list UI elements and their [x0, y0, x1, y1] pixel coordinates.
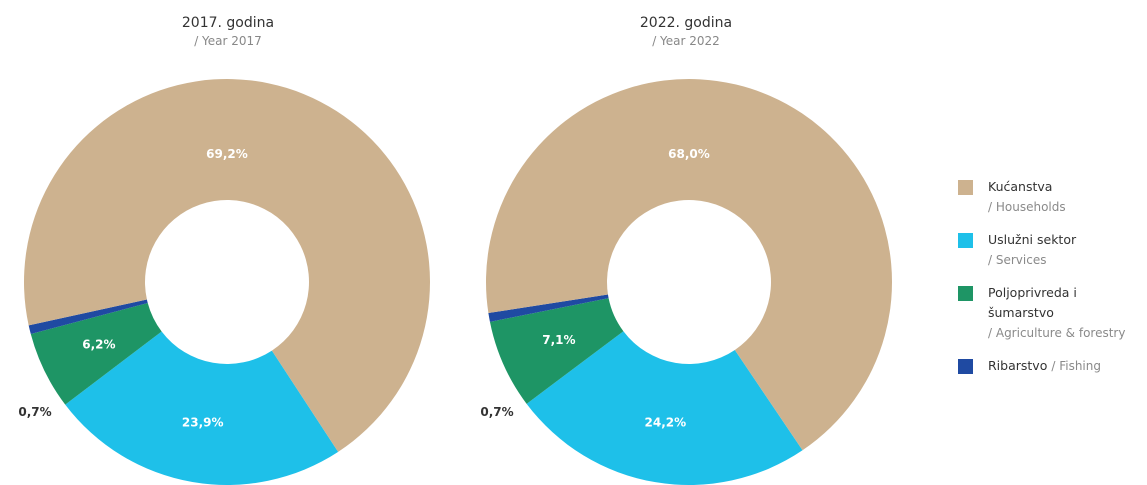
- legend-swatch-fishing: [958, 359, 973, 374]
- slice-services-2017: [65, 331, 339, 485]
- slice-agriculture-2017: [30, 303, 162, 405]
- chart-title-2017-hr: 2017. godina: [181, 15, 275, 31]
- slice-label-agriculture-2017: 6,2%: [82, 337, 115, 351]
- slice-fishing-2017: [28, 299, 148, 334]
- legend-label-fishing: Ribarstvo: [988, 358, 1048, 373]
- legend-swatch-agriculture: [958, 286, 973, 301]
- legend-label-households: Kućanstva: [988, 179, 1053, 194]
- slice-label-services-2022: 24,2%: [645, 416, 687, 430]
- legend-label-services-en: / Services: [988, 253, 1047, 267]
- slice-agriculture-2022: [489, 298, 624, 404]
- slice-label-households-2022: 68,0%: [668, 147, 710, 161]
- legend-item-services: Uslužni sektor / Services: [958, 230, 1143, 270]
- chart-title-2017-en: / Year 2017: [194, 34, 262, 48]
- slice-label-agriculture-2022: 7,1%: [542, 333, 575, 347]
- chart-title-2017: 2017. godina / Year 2017: [108, 14, 348, 50]
- chart-title-2022-en: / Year 2022: [652, 34, 720, 48]
- slice-label-fishing-2017: 0,7%: [18, 405, 51, 419]
- slice-fishing-2022: [488, 294, 609, 322]
- legend-label-households-en: / Households: [988, 200, 1066, 214]
- legend-label-agriculture-en: / Agriculture & forestry: [988, 326, 1126, 340]
- legend-swatch-households: [958, 180, 973, 195]
- slice-label-fishing-2022: 0,7%: [480, 405, 513, 419]
- slice-label-services-2017: 23,9%: [182, 415, 224, 429]
- chart-title-2022: 2022. godina / Year 2022: [566, 14, 806, 50]
- legend-item-agriculture: Poljoprivreda i šumarstvo / Agriculture …: [958, 283, 1143, 343]
- legend-label-services: Uslužni sektor: [988, 232, 1077, 247]
- slice-services-2022: [526, 331, 803, 485]
- legend-label-agriculture-line1: Poljoprivreda i: [988, 285, 1077, 300]
- chart-title-2022-hr: 2022. godina: [639, 15, 733, 31]
- slice-households-2017: [23, 78, 430, 452]
- legend: Kućanstva / Households Uslužni sektor / …: [958, 177, 1143, 389]
- slice-label-households-2017: 69,2%: [206, 147, 248, 161]
- legend-label-fishing-en: / Fishing: [1051, 359, 1101, 373]
- slice-households-2022: [486, 78, 892, 451]
- legend-swatch-services: [958, 233, 973, 248]
- legend-label-agriculture-line2: šumarstvo: [988, 305, 1054, 320]
- legend-item-households: Kućanstva / Households: [958, 177, 1143, 217]
- legend-item-fishing: Ribarstvo / Fishing: [958, 356, 1143, 376]
